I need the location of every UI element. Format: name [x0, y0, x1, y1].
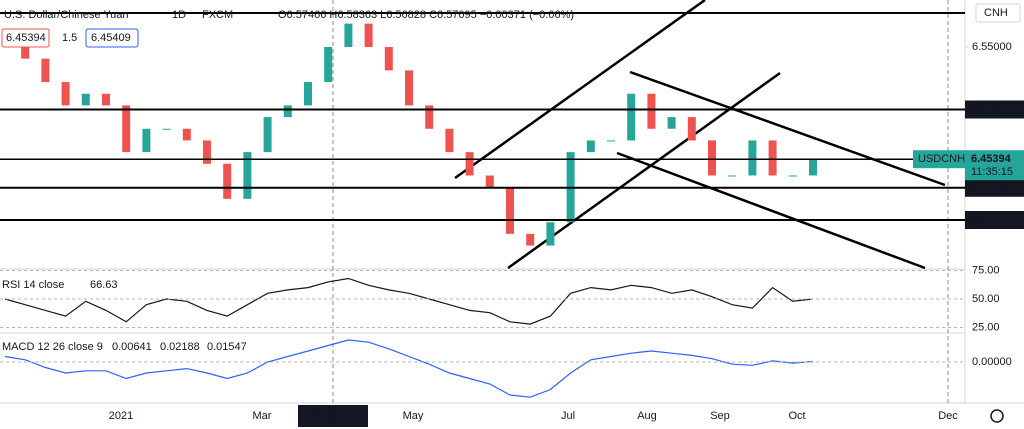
level-label-box	[965, 178, 1024, 197]
macd-v3: 0.01547	[207, 341, 247, 353]
time-label: Sep	[710, 410, 730, 422]
candle	[182, 128, 191, 141]
candle	[41, 58, 50, 83]
spread: 1.5	[62, 32, 77, 44]
last-symbol: USDCNH	[918, 153, 965, 165]
candle	[324, 47, 333, 83]
buy-box[interactable]	[85, 28, 139, 48]
candle	[61, 82, 70, 106]
candle	[465, 152, 474, 176]
plot	[4, 23, 817, 398]
rsi-label: RSI 14 close	[2, 279, 64, 291]
level-label: 6.42949	[971, 182, 1011, 194]
ohlc: O6.57466 H6.58363 L6.56828 C6.57095 −0.0…	[278, 9, 574, 21]
candle	[384, 47, 393, 71]
rsi-tick-label: 50.00	[972, 293, 1000, 305]
candle	[687, 117, 696, 141]
time-label: 2021	[109, 410, 133, 422]
trend-line	[629, 70, 946, 187]
currency-button[interactable]	[975, 3, 1021, 23]
candle	[627, 93, 636, 141]
candle	[102, 93, 110, 106]
time-label: May	[403, 410, 424, 422]
time-label: Oct	[788, 410, 805, 422]
candle	[81, 93, 90, 106]
candle	[526, 233, 535, 246]
bid[interactable]: 6.45394	[6, 32, 46, 44]
level-label-box	[965, 100, 1024, 119]
sell-box[interactable]	[1, 28, 50, 48]
rsi-tick-label: 25.00	[972, 321, 1000, 333]
candle	[506, 187, 514, 234]
macd-v2: 0.02188	[160, 341, 200, 353]
candle	[263, 117, 272, 153]
settings-icon[interactable]	[990, 409, 1004, 423]
candle	[405, 70, 413, 106]
candle	[485, 175, 494, 188]
macd-label: MACD 12 26 close 9	[2, 341, 103, 353]
trend-line	[616, 151, 926, 270]
time-label: Aug	[637, 410, 657, 422]
level-label-box	[965, 211, 1024, 230]
candle	[667, 117, 676, 129]
crosshair-date: 30 Mar '21	[307, 410, 359, 422]
candle	[162, 128, 171, 130]
candle	[788, 175, 797, 177]
candle	[728, 175, 737, 177]
candle	[708, 140, 716, 176]
candle	[243, 152, 252, 199]
candle	[304, 82, 312, 106]
ask[interactable]: 6.45409	[91, 32, 131, 44]
candle	[283, 105, 292, 118]
level-label: 6.40188	[971, 214, 1011, 226]
candle	[586, 140, 595, 153]
symbol: U.S. Dollar/Chinese Yuan	[4, 9, 129, 21]
candle	[748, 140, 757, 176]
last-price-box	[965, 150, 1024, 181]
candle	[223, 163, 232, 199]
candle	[768, 140, 777, 176]
candle	[425, 105, 434, 129]
trend-line	[454, 0, 706, 180]
rsi-tick-label: 75.00	[972, 264, 1000, 276]
interval: 1D	[172, 9, 186, 21]
price-tick-label: 6.55000	[972, 41, 1012, 53]
candle	[364, 23, 373, 47]
level-label: 6.49649	[971, 103, 1011, 115]
rsi-line	[4, 277, 814, 325]
time-label: Dec	[938, 410, 958, 422]
candle	[344, 23, 353, 47]
candle	[142, 128, 151, 153]
time-label: Mar	[253, 410, 272, 422]
last-price: 6.45394	[971, 153, 1012, 165]
countdown: 11:35:15	[971, 166, 1013, 178]
crosshair-date-box	[298, 405, 368, 427]
currency[interactable]: CNH	[984, 7, 1008, 19]
last-symbol-box	[913, 150, 965, 169]
candle	[203, 140, 211, 164]
candle	[607, 140, 615, 142]
source: FXCM	[202, 9, 233, 21]
candle	[809, 159, 817, 176]
candle	[546, 222, 555, 246]
rsi-value: 66.63	[90, 279, 118, 291]
candle	[122, 105, 131, 153]
time-label: Jul	[561, 410, 575, 422]
macd-line	[4, 339, 814, 398]
macd-v1: 0.00641	[112, 341, 152, 353]
macd-tick-label: 0.00000	[972, 356, 1012, 368]
candle	[647, 93, 656, 129]
candle	[445, 128, 454, 153]
